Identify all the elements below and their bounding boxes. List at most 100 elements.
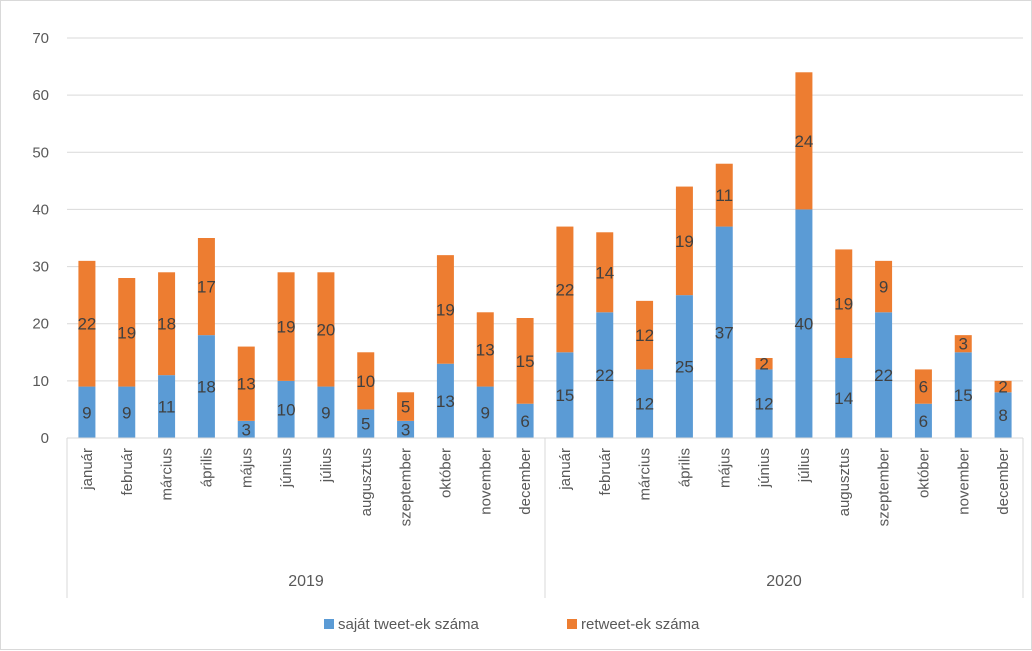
data-label-retweets: 13 <box>476 340 495 359</box>
data-label-retweets: 24 <box>794 132 813 151</box>
group-label: 2020 <box>766 573 802 590</box>
data-label-own-tweets: 3 <box>242 420 251 439</box>
x-category-label: április <box>676 448 693 487</box>
data-label-own-tweets: 3 <box>401 420 410 439</box>
bar-retweets <box>994 380 1012 393</box>
y-tick-label: 50 <box>32 144 49 161</box>
data-label-retweets: 19 <box>277 318 296 337</box>
group-label: 2019 <box>288 573 324 590</box>
data-label-retweets: 5 <box>401 398 410 417</box>
bar-own-tweets <box>556 352 574 438</box>
data-label-own-tweets: 18 <box>197 378 216 397</box>
bar-retweets <box>277 272 295 381</box>
data-label-own-tweets: 25 <box>675 358 694 377</box>
bar-own-tweets <box>317 386 335 438</box>
data-label-own-tweets: 15 <box>954 386 973 405</box>
data-label-own-tweets: 11 <box>158 398 176 417</box>
data-label-own-tweets: 40 <box>794 315 813 334</box>
legend-swatch-retweets <box>567 619 577 629</box>
x-category-label: november <box>955 448 972 515</box>
y-tick-label: 30 <box>32 259 49 276</box>
bar-own-tweets <box>835 358 853 438</box>
bar-retweets <box>636 300 654 370</box>
bar-retweets <box>516 318 534 404</box>
bar-retweets <box>158 272 176 376</box>
bar-retweets <box>397 392 415 421</box>
y-tick-label: 0 <box>41 430 49 447</box>
bar-own-tweets <box>596 312 614 438</box>
data-label-own-tweets: 6 <box>520 412 529 431</box>
data-label-retweets: 6 <box>919 378 928 397</box>
bar-own-tweets <box>795 209 813 438</box>
data-label-own-tweets: 5 <box>361 415 370 434</box>
x-category-label: március <box>159 448 176 501</box>
bar-retweets <box>436 255 454 364</box>
data-label-retweets: 11 <box>715 186 733 205</box>
x-category-label: szeptember <box>398 448 415 526</box>
data-label-own-tweets: 8 <box>998 406 1007 425</box>
x-category-label: április <box>198 448 215 487</box>
bar-retweets <box>237 346 255 421</box>
data-label-own-tweets: 37 <box>715 323 734 342</box>
bar-own-tweets <box>755 369 773 438</box>
x-category-label: június <box>756 448 773 488</box>
bar-own-tweets <box>715 226 733 438</box>
x-category-label: május <box>238 448 255 488</box>
x-category-label: augusztus <box>836 448 853 516</box>
data-label-retweets: 19 <box>834 295 853 314</box>
data-label-retweets: 3 <box>959 335 968 354</box>
x-category-label: december <box>995 448 1012 515</box>
bar-retweets <box>357 352 375 410</box>
y-tick-label: 70 <box>32 30 49 47</box>
bar-retweets <box>755 358 773 370</box>
x-category-label: február <box>119 448 136 496</box>
y-tick-label: 40 <box>32 201 49 218</box>
x-category-label: július <box>796 448 813 483</box>
data-label-own-tweets: 13 <box>436 392 455 411</box>
legend-label-retweets: retweet-ek száma <box>581 616 700 633</box>
bar-retweets <box>795 72 813 210</box>
bar-own-tweets <box>476 386 494 438</box>
gridlines <box>67 37 1023 382</box>
data-label-retweets: 17 <box>197 278 216 297</box>
data-label-retweets: 14 <box>595 263 614 282</box>
legend: saját tweet-ek száma retweet-ek száma <box>324 616 700 633</box>
data-label-own-tweets: 15 <box>555 386 574 405</box>
x-axis: január február március április május június jú… <box>66 437 1024 598</box>
x-category-label: január <box>79 448 96 491</box>
bar-retweets <box>78 260 96 387</box>
data-label-retweets: 2 <box>759 355 768 374</box>
bar-own-tweets <box>78 386 96 438</box>
bar-own-tweets <box>397 420 415 438</box>
data-label-own-tweets: 22 <box>874 366 893 385</box>
bar-own-tweets <box>197 335 215 438</box>
bar-own-tweets <box>636 369 654 438</box>
bar-retweets <box>317 272 335 387</box>
bar-own-tweets <box>118 386 136 438</box>
data-label-own-tweets: 10 <box>277 400 296 419</box>
data-label-retweets: 19 <box>117 323 136 342</box>
data-label-retweets: 2 <box>998 378 1007 397</box>
data-label-retweets: 22 <box>555 280 574 299</box>
data-label-own-tweets: 9 <box>321 403 330 422</box>
bar-retweets <box>476 312 494 387</box>
bar-own-tweets <box>954 352 972 438</box>
data-label-retweets: 15 <box>516 352 535 371</box>
bar-own-tweets <box>158 375 176 438</box>
bar-retweets <box>556 226 574 353</box>
data-label-retweets: 22 <box>77 315 96 334</box>
y-axis: 0 10 20 30 40 50 60 70 <box>32 30 49 447</box>
x-category-label: május <box>716 448 733 488</box>
bar-own-tweets <box>277 380 295 438</box>
y-tick-label: 60 <box>32 87 49 104</box>
data-label-own-tweets: 9 <box>481 403 490 422</box>
data-label-retweets: 9 <box>879 278 888 297</box>
data-label-retweets: 12 <box>635 326 654 345</box>
y-tick-label: 20 <box>32 316 49 333</box>
data-label-retweets: 10 <box>356 372 375 391</box>
bar-retweets <box>596 232 614 313</box>
x-category-label: március <box>637 448 654 501</box>
x-category-label: november <box>477 448 494 515</box>
